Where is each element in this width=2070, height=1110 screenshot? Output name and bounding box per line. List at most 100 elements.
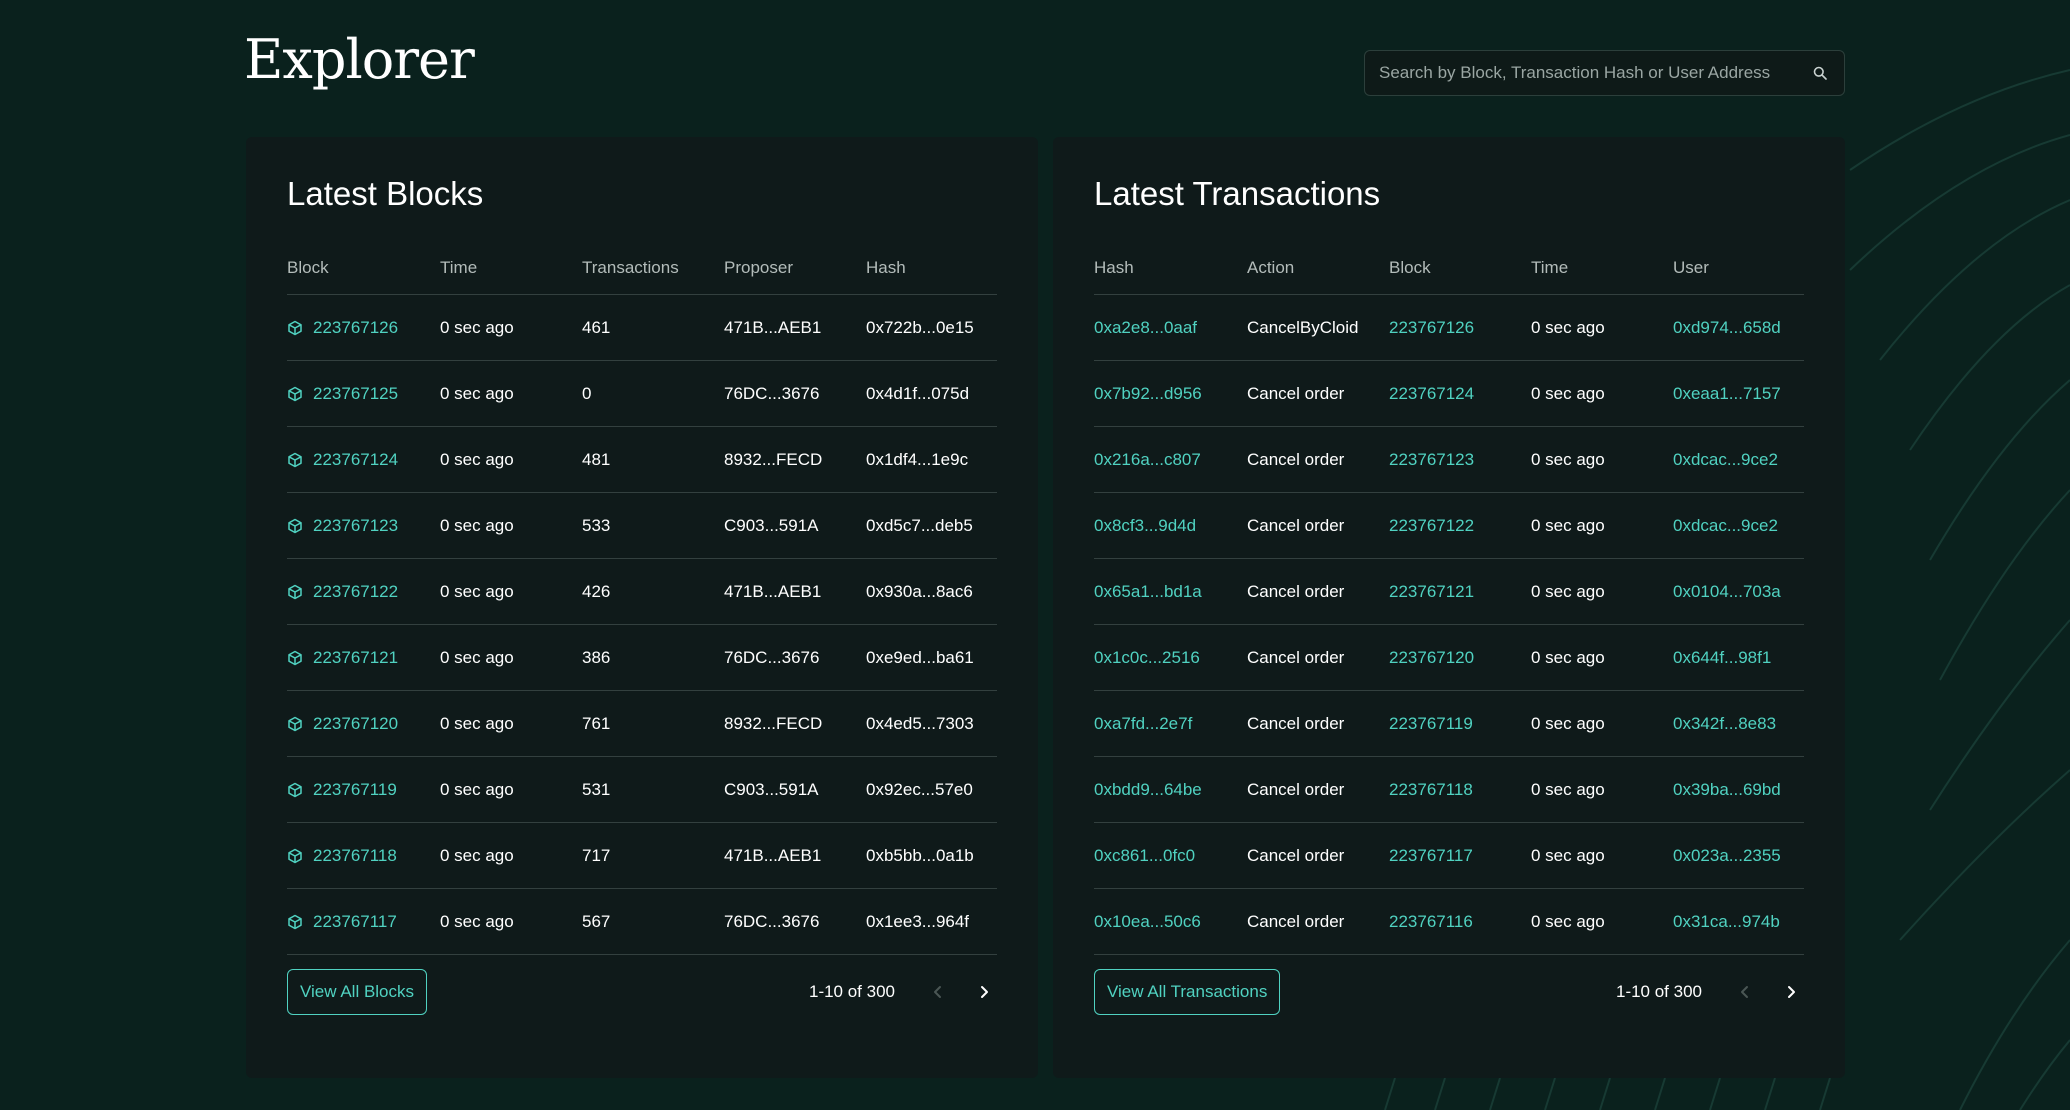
- table-row: 0x10ea...50c6 Cancel order 223767116 0 sec …: [1094, 889, 1804, 955]
- blocks-table: Block Time Transactions Proposer Hash 22…: [287, 241, 997, 955]
- user-address-link[interactable]: 0x342f...8e83: [1673, 713, 1777, 733]
- block-cell[interactable]: 223767121: [287, 648, 440, 668]
- block-number-link[interactable]: 223767122: [313, 581, 399, 601]
- column-header-hash: Hash: [1094, 257, 1134, 277]
- user-address-link[interactable]: 0xeaa1...7157: [1673, 383, 1781, 403]
- block-hash-cell: 0x1df4...1e9c: [866, 449, 969, 469]
- action-cell: Cancel order: [1247, 647, 1345, 667]
- block-number-link[interactable]: 223767122: [1389, 515, 1475, 535]
- action-cell: CancelByCloid: [1247, 317, 1359, 337]
- block-number-link[interactable]: 223767120: [1389, 647, 1475, 667]
- table-row: 223767119 0 sec ago 531 C903...591A 0x92ec..…: [287, 757, 997, 823]
- user-address-link[interactable]: 0x644f...98f1: [1673, 647, 1772, 667]
- cube-icon: [287, 848, 303, 864]
- block-cell[interactable]: 223767122: [287, 582, 440, 602]
- transactions-pagination-text: 1-10 of 300: [1615, 982, 1702, 1001]
- block-number-link[interactable]: 223767118: [313, 845, 397, 865]
- block-cell[interactable]: 223767124: [287, 450, 440, 470]
- blocks-table-body: 223767126 0 sec ago 461 471B...AEB1 0x722b..…: [287, 295, 997, 955]
- tx-hash-link[interactable]: 0xc861...0fc0: [1094, 845, 1196, 865]
- tx-hash-link[interactable]: 0x65a1...bd1a: [1094, 581, 1202, 601]
- user-address-link[interactable]: 0x023a...2355: [1673, 845, 1781, 865]
- tx-hash-link[interactable]: 0x1c0c...2516: [1094, 647, 1200, 667]
- block-number-link[interactable]: 223767118: [1389, 779, 1473, 799]
- table-row: 0x1c0c...2516 Cancel order 223767120 0 sec …: [1094, 625, 1804, 691]
- action-cell: Cancel order: [1247, 911, 1345, 931]
- block-number-link[interactable]: 223767123: [1389, 449, 1475, 469]
- action-cell: Cancel order: [1247, 845, 1345, 865]
- block-number-link[interactable]: 223767117: [313, 911, 397, 931]
- block-number-link[interactable]: 223767116: [1389, 911, 1473, 931]
- block-number-link[interactable]: 223767126: [313, 317, 399, 337]
- tx-hash-link[interactable]: 0xa7fd...2e7f: [1094, 713, 1193, 733]
- time-cell: 0 sec ago: [1531, 647, 1605, 667]
- table-row: 223767125 0 sec ago 0 76DC...3676 0x4d1f...0…: [287, 361, 997, 427]
- block-number-link[interactable]: 223767124: [1389, 383, 1475, 403]
- tx-hash-link[interactable]: 0x216a...c807: [1094, 449, 1201, 469]
- column-header-time: Time: [1531, 257, 1569, 277]
- search-bar[interactable]: [1364, 50, 1845, 96]
- table-row: 0xc861...0fc0 Cancel order 223767117 0 sec …: [1094, 823, 1804, 889]
- column-header-block: Block: [1389, 257, 1431, 277]
- user-address-link[interactable]: 0x39ba...69bd: [1673, 779, 1781, 799]
- tx-hash-link[interactable]: 0x10ea...50c6: [1094, 911, 1201, 931]
- tx-hash-link[interactable]: 0xa2e8...0aaf: [1094, 317, 1198, 337]
- block-hash-cell: 0x930a...8ac6: [866, 581, 973, 601]
- tx-hash-link[interactable]: 0xbdd9...64be: [1094, 779, 1202, 799]
- block-cell[interactable]: 223767126: [287, 318, 440, 338]
- block-number-link[interactable]: 223767120: [313, 713, 399, 733]
- block-number-link[interactable]: 223767121: [313, 647, 399, 667]
- chevron-right-icon[interactable]: [1778, 979, 1804, 1005]
- user-address-link[interactable]: 0x0104...703a: [1673, 581, 1781, 601]
- search-input[interactable]: [1379, 63, 1812, 83]
- table-row: 223767124 0 sec ago 481 8932...FECD 0x1df4..…: [287, 427, 997, 493]
- view-all-transactions-button[interactable]: View All Transactions: [1094, 969, 1281, 1015]
- transactions-count-cell: 0: [582, 383, 592, 403]
- transactions-count-cell: 481: [582, 449, 611, 469]
- chevron-right-icon[interactable]: [971, 979, 997, 1005]
- user-address-link[interactable]: 0xdcac...9ce2: [1673, 515, 1778, 535]
- block-number-link[interactable]: 223767125: [313, 383, 399, 403]
- block-cell[interactable]: 223767118: [287, 846, 440, 866]
- table-row: 0xbdd9...64be Cancel order 223767118 0 sec …: [1094, 757, 1804, 823]
- table-row: 223767126 0 sec ago 461 471B...AEB1 0x722b..…: [287, 295, 997, 361]
- table-row: 0xa7fd...2e7f Cancel order 223767119 0 sec …: [1094, 691, 1804, 757]
- block-number-link[interactable]: 223767126: [1389, 317, 1475, 337]
- proposer-cell: 76DC...3676: [724, 383, 820, 403]
- cube-icon: [287, 914, 303, 930]
- block-number-link[interactable]: 223767124: [313, 449, 399, 469]
- block-number-link[interactable]: 223767117: [1389, 845, 1473, 865]
- block-number-link[interactable]: 223767121: [1389, 581, 1475, 601]
- block-number-link[interactable]: 223767123: [313, 515, 399, 535]
- tx-hash-link[interactable]: 0x8cf3...9d4d: [1094, 515, 1197, 535]
- table-row: 223767118 0 sec ago 717 471B...AEB1 0xb5bb..…: [287, 823, 997, 889]
- block-cell[interactable]: 223767123: [287, 516, 440, 536]
- cube-icon: [287, 584, 303, 600]
- user-address-link[interactable]: 0xdcac...9ce2: [1673, 449, 1778, 469]
- user-address-link[interactable]: 0x31ca...974b: [1673, 911, 1780, 931]
- chevron-left-icon[interactable]: [925, 979, 951, 1005]
- user-address-link[interactable]: 0xd974...658d: [1673, 317, 1781, 337]
- proposer-cell: 76DC...3676: [724, 647, 820, 667]
- time-cell: 0 sec ago: [440, 845, 514, 865]
- tx-hash-link[interactable]: 0x7b92...d956: [1094, 383, 1202, 403]
- column-header-block: Block: [287, 257, 329, 277]
- chevron-left-icon[interactable]: [1732, 979, 1758, 1005]
- action-cell: Cancel order: [1247, 779, 1345, 799]
- time-cell: 0 sec ago: [1531, 317, 1605, 337]
- time-cell: 0 sec ago: [440, 581, 514, 601]
- transactions-count-cell: 531: [582, 779, 611, 799]
- search-icon[interactable]: [1812, 65, 1828, 81]
- block-cell[interactable]: 223767119: [287, 780, 440, 800]
- block-hash-cell: 0x4ed5...7303: [866, 713, 974, 733]
- table-row: 0x216a...c807 Cancel order 223767123 0 sec …: [1094, 427, 1804, 493]
- block-hash-cell: 0xe9ed...ba61: [866, 647, 974, 667]
- column-header-proposer: Proposer: [724, 257, 793, 277]
- view-all-blocks-button[interactable]: View All Blocks: [287, 969, 428, 1015]
- block-cell[interactable]: 223767117: [287, 912, 440, 932]
- block-number-link[interactable]: 223767119: [1389, 713, 1473, 733]
- block-number-link[interactable]: 223767119: [313, 779, 397, 799]
- time-cell: 0 sec ago: [1531, 911, 1605, 931]
- block-cell[interactable]: 223767120: [287, 714, 440, 734]
- block-cell[interactable]: 223767125: [287, 384, 440, 404]
